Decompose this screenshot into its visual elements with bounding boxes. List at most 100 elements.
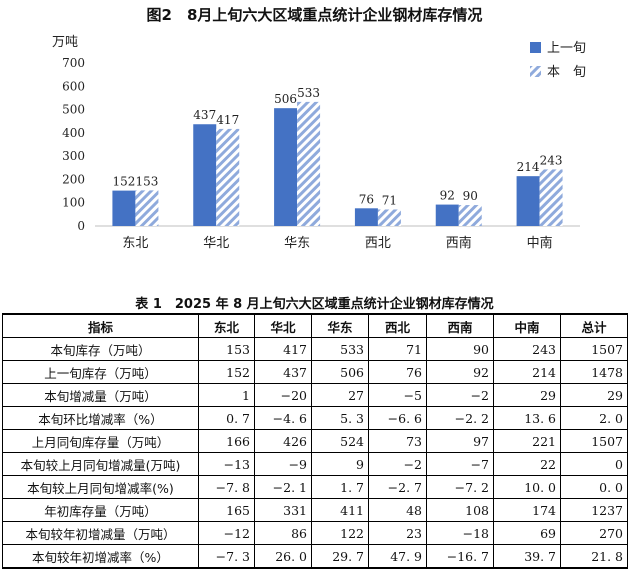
table-row: 上月同旬库存量（万吨） 166 426 524 73 97 221 1507 (2, 429, 628, 453)
bar-previous-2 (274, 108, 298, 226)
table-cell: 1237 (560, 498, 628, 522)
data-label: 437 (193, 108, 216, 122)
table-cell: 1507 (560, 337, 628, 361)
legend-swatch (530, 66, 541, 77)
bar-previous-0 (112, 190, 136, 226)
data-label: 506 (274, 92, 297, 106)
table-cell: 152 (198, 360, 255, 384)
data-label: 214 (517, 160, 540, 174)
table-cell: 426 (254, 429, 312, 453)
bar-current-1 (216, 128, 240, 226)
table-cell: 1507 (560, 429, 628, 453)
table-cell: 10. 0 (493, 475, 561, 499)
table-cell: −13 (198, 452, 255, 476)
header-col-7: 总计 (560, 313, 628, 338)
y-tick-label: 600 (62, 79, 85, 93)
table-cell: 13. 6 (493, 406, 561, 430)
table-cell: 165 (198, 498, 255, 522)
table-cell: 22 (493, 452, 561, 476)
table-cell: 39. 7 (493, 544, 561, 569)
table-cell: −2. 7 (368, 475, 427, 499)
table-cell: 27 (311, 383, 369, 407)
table-cell: 0. 0 (560, 475, 628, 499)
table-row: 本旬较年初增减率（%） −7. 3 26. 0 29. 7 47. 9 −16. 7 39.… (2, 544, 628, 569)
data-label: 92 (440, 189, 455, 203)
table-cell: 437 (254, 360, 312, 384)
table-cell: 417 (254, 337, 312, 361)
table-cell: 122 (311, 521, 369, 545)
table-cell: 1478 (560, 360, 628, 384)
table-cell: 47. 9 (368, 544, 427, 569)
table-cell: 29 (560, 383, 628, 407)
table-cell: −2 (426, 383, 494, 407)
table-cell: 73 (368, 429, 427, 453)
inventory-bar-chart: 万吨 0 100 200 300 400 500 600 700 152 153 东北 437 417… (52, 35, 586, 251)
table-cell: −18 (426, 521, 494, 545)
table-cell: 506 (311, 360, 369, 384)
table-cell: 533 (311, 337, 369, 361)
x-tick-label: 西北 (365, 236, 391, 251)
table-cell: 26. 0 (254, 544, 312, 569)
table-cell: −2. 2 (426, 406, 494, 430)
row-label: 年初库存量（万吨） (2, 498, 199, 522)
data-label: 417 (216, 113, 239, 127)
inventory-table: 指标 东北 华北 华东 西北 西南 中南 总计 本旬库存（万吨） 153 417 533 71 90 24… (2, 313, 628, 569)
table-cell: −16. 7 (426, 544, 494, 569)
table-cell: 71 (368, 337, 427, 361)
table-cell: −7. 8 (198, 475, 255, 499)
bar-previous-5 (516, 176, 540, 226)
table-cell: 243 (493, 337, 561, 361)
y-tick-label: 400 (62, 126, 85, 140)
row-label: 本旬库存（万吨） (2, 337, 199, 361)
data-label: 71 (382, 193, 397, 207)
table-title: 表 1 2025 年 8 月上旬六大区域重点统计企业钢材库存情况 (135, 297, 494, 312)
table-cell: 69 (493, 521, 561, 545)
figure-title: 图2 8月上旬六大区域重点统计企业钢材库存情况 (146, 6, 483, 24)
table-cell: 97 (426, 429, 494, 453)
table-row: 本旬较上月同旬增减率(%) −7. 8 −2. 1 1. 7 −2. 7 −7. 2 10.… (2, 475, 628, 499)
table-cell: 2. 0 (560, 406, 628, 430)
bar-previous-4 (435, 204, 459, 226)
legend-label: 本 旬 (547, 65, 586, 80)
table-cell: −2. 1 (254, 475, 312, 499)
table-row: 上一旬库存（万吨） 152 437 506 76 92 214 1478 (2, 360, 628, 384)
table-cell: −7. 2 (426, 475, 494, 499)
table-cell: 92 (426, 360, 494, 384)
table-cell: 166 (198, 429, 255, 453)
bar-previous-3 (354, 208, 378, 226)
y-axis-label: 万吨 (52, 35, 78, 50)
bar-current-0 (135, 190, 159, 226)
table-cell: 221 (493, 429, 561, 453)
table-cell: 214 (493, 360, 561, 384)
table-cell: 270 (560, 521, 628, 545)
header-col-6: 中南 (493, 313, 561, 338)
table-cell: −20 (254, 383, 312, 407)
table-row: 本旬较上月同旬增减量(万吨) −13 −9 9 −2 −7 22 0 (2, 452, 628, 476)
table-cell: −7. 3 (198, 544, 255, 569)
table-cell: 331 (254, 498, 312, 522)
table-cell: 1 (198, 383, 255, 407)
y-tick-label: 200 (62, 172, 85, 186)
table-cell: −4. 6 (254, 406, 312, 430)
table-cell: 21. 8 (560, 544, 628, 569)
table-cell: −12 (198, 521, 255, 545)
table-cell: 76 (368, 360, 427, 384)
table-cell: 0 (560, 452, 628, 476)
header-col-1: 东北 (198, 313, 255, 338)
table-header-row: 指标 东北 华北 华东 西北 西南 中南 总计 (2, 313, 628, 338)
bar-current-2 (297, 101, 321, 226)
table-row: 本旬库存（万吨） 153 417 533 71 90 243 1507 (2, 337, 628, 361)
table-cell: 1. 7 (311, 475, 369, 499)
y-tick-label: 300 (62, 149, 85, 163)
table-row: 本旬增减量（万吨） 1 −20 27 −5 −2 29 29 (2, 383, 628, 407)
data-label: 76 (359, 192, 374, 206)
table-row: 本旬较年初增减量（万吨） −12 86 122 23 −18 69 270 (2, 521, 628, 545)
bar-current-4 (458, 205, 482, 226)
table-cell: 9 (311, 452, 369, 476)
data-label: 152 (112, 175, 135, 189)
table-row: 本旬环比增减率（%） 0. 7 −4. 6 5. 3 −6. 6 −2. 2 13. 6 2.… (2, 406, 628, 430)
table-cell: 108 (426, 498, 494, 522)
table-cell: −9 (254, 452, 312, 476)
data-label: 153 (135, 174, 158, 188)
data-label: 90 (463, 189, 478, 203)
